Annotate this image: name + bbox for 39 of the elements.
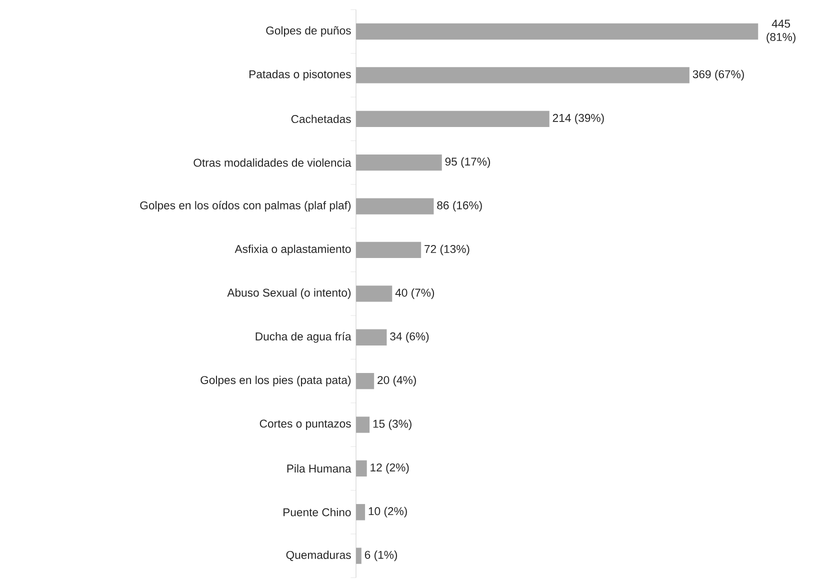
bar bbox=[356, 416, 370, 433]
bar bbox=[356, 548, 362, 564]
y-tick-label: Golpes de puños bbox=[266, 26, 351, 37]
data-label: 6 (1%) bbox=[364, 550, 398, 562]
y-tick-label: Golpes en los oídos con palmas (plaf plaf) bbox=[140, 200, 351, 212]
data-label: 10 (2%) bbox=[368, 506, 407, 518]
data-label: 12 (2%) bbox=[370, 463, 409, 474]
bar bbox=[356, 242, 422, 258]
y-tick-label: Otras modalidades de violencia bbox=[194, 158, 352, 167]
bar bbox=[356, 110, 550, 127]
bar bbox=[356, 154, 442, 171]
y-tick-label: Patadas o pisotones bbox=[250, 70, 351, 80]
y-tick-label: Pila Humana bbox=[287, 464, 352, 473]
data-label: 15 (3%) bbox=[373, 419, 412, 430]
data-label: 369 (67%) bbox=[692, 70, 744, 80]
data-label: 214 (39%) bbox=[552, 114, 604, 124]
data-label: 20 (4%) bbox=[378, 376, 416, 386]
bar bbox=[356, 504, 366, 520]
bar bbox=[356, 23, 758, 40]
y-tick-label: Ducha de agua fría bbox=[256, 332, 352, 343]
bar bbox=[356, 67, 690, 84]
y-tick-label: Abuso Sexual (o intento) bbox=[227, 288, 351, 299]
y-tick-label: Asfixia o aplastamiento bbox=[234, 244, 351, 256]
y-tick-label: Cachetadas bbox=[291, 114, 351, 124]
bar bbox=[356, 329, 387, 346]
data-label: 86 (16%) bbox=[437, 200, 482, 212]
y-tick-label: Cortes o puntazos bbox=[260, 420, 351, 430]
y-tick-label: Golpes en los pies (pata pata) bbox=[200, 376, 351, 386]
bar bbox=[356, 286, 392, 302]
data-label: 40 (7%) bbox=[395, 288, 434, 299]
bar bbox=[356, 372, 374, 390]
data-label: 95 (17%) bbox=[445, 157, 490, 168]
y-tick-label: Puente Chino bbox=[284, 508, 351, 516]
data-label: 72 (13%) bbox=[424, 244, 470, 256]
y-tick-label: Quemaduras bbox=[286, 550, 351, 561]
bar bbox=[356, 460, 367, 477]
data-label: 445 (81%) bbox=[766, 20, 796, 44]
bar bbox=[356, 198, 434, 214]
data-label: 34 (6%) bbox=[390, 332, 429, 343]
